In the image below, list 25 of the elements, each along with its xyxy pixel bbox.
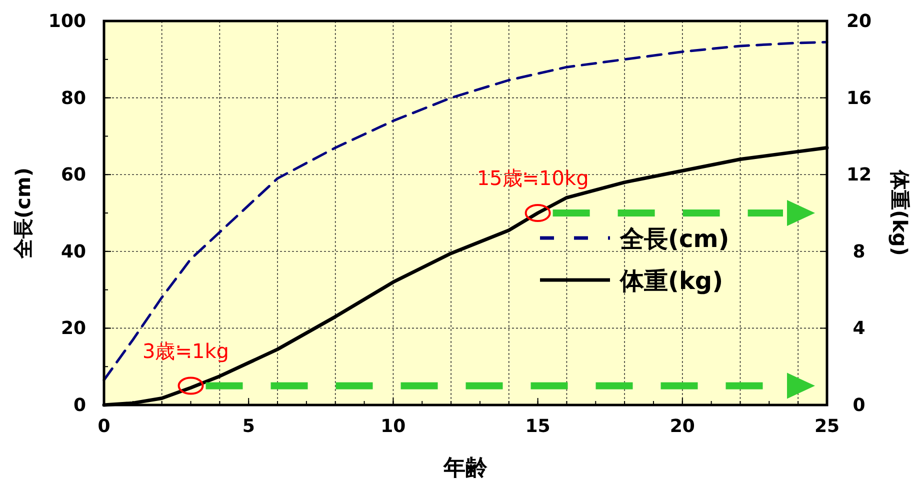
x-tick-label: 15 [525,416,550,437]
annotation: 15歳≒10kg [476,166,589,190]
legend-label: 全長(cm) [619,225,730,253]
y2-tick-label: 20 [846,11,872,32]
y-tick-label: 20 [60,318,86,340]
x-tick-label: 0 [98,416,110,437]
x-tick-label: 10 [380,416,406,437]
y-axis-title: 全長(cm) [11,168,35,260]
y-tick-label: 100 [48,11,86,32]
legend-label: 体重(kg) [619,267,724,295]
x-tick-label: 25 [814,416,840,437]
y2-tick-label: 8 [852,241,866,262]
x-tick-label: 20 [670,416,695,437]
y-tick-label: 40 [60,241,86,262]
x-tick-label: 5 [242,416,255,437]
y2-tick-label: 4 [852,318,866,340]
y2-axis-title: 体重(kg) [888,169,912,256]
y-tick-label: 80 [60,88,86,109]
y-tick-label: 60 [60,164,86,186]
y2-tick-label: 12 [846,164,872,186]
annotation: 3歳≒1kg [142,338,230,363]
x-axis-title: 年齢 [442,456,488,481]
y-tick-label: 0 [73,395,86,416]
y2-tick-label: 16 [846,88,872,109]
y2-tick-label: 0 [852,395,866,416]
